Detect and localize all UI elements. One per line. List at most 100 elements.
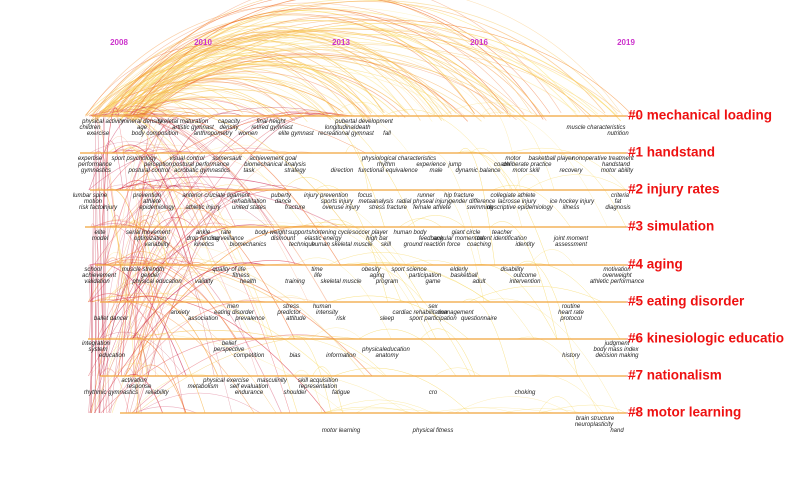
keyword-label: assessment <box>555 242 587 248</box>
keyword-label: model <box>92 236 109 242</box>
keyword-label: mineral density <box>122 119 163 125</box>
citation-arc <box>90 223 107 414</box>
citation-link <box>97 115 102 303</box>
citation-link <box>96 338 101 377</box>
citation-arc <box>129 17 538 116</box>
keyword-label: basketball player <box>528 156 574 162</box>
year-label-2013: 2013 <box>332 38 350 47</box>
keyword-label: nonoperative treatment <box>572 156 634 162</box>
keyword-label: risk <box>336 316 346 322</box>
keyword-label: body composition <box>132 131 179 137</box>
citation-arc <box>299 222 437 340</box>
citation-arc <box>285 335 387 377</box>
citation-arc <box>328 252 434 266</box>
citation-arc <box>283 188 407 266</box>
citation-arc <box>351 262 491 303</box>
keyword-label: activation <box>121 378 147 384</box>
citation-arc <box>101 107 120 228</box>
keyword-label: fitness <box>232 273 249 279</box>
citation-arc <box>114 61 410 116</box>
keyword-label: overuse injury <box>322 205 360 211</box>
keyword-label: human skeletal muscle <box>311 242 373 248</box>
keyword-label: obesity <box>361 267 381 273</box>
citation-arc <box>136 67 450 116</box>
citation-arc <box>125 112 353 191</box>
keyword-label: masculinity <box>257 378 288 384</box>
keyword-label: puberty <box>270 193 292 199</box>
keyword-label: muscle characteristics <box>566 125 625 131</box>
citation-arc <box>128 77 318 115</box>
citation-arc <box>287 335 332 414</box>
keyword-label: dance <box>275 199 292 205</box>
cluster-label-8[interactable]: #8 motor learning <box>628 405 741 420</box>
keyword-label: physical exercise <box>202 378 249 384</box>
citation-arc <box>280 108 308 117</box>
keyword-label: motor skill <box>512 168 540 174</box>
citation-arc <box>325 399 433 414</box>
keyword-label: skill <box>381 242 392 248</box>
citation-arc <box>428 407 554 414</box>
keyword-label: surveillance <box>212 236 244 242</box>
keyword-label: coaching <box>467 242 492 248</box>
citation-arc <box>93 108 208 228</box>
keyword-label: sport participation <box>409 316 457 322</box>
citation-arc <box>143 29 444 117</box>
keyword-label: aging <box>370 273 385 279</box>
keyword-label: strategy <box>284 168 306 174</box>
cluster-label-4[interactable]: #4 aging <box>628 257 683 272</box>
keyword-label: criteria <box>611 193 630 199</box>
citation-arc <box>109 95 189 116</box>
cluster-label-1[interactable]: #1 handstand <box>628 145 715 160</box>
citation-arc <box>127 220 160 303</box>
citation-arc <box>90 223 282 414</box>
citation-arc <box>90 299 255 414</box>
keyword-label: task <box>243 168 255 174</box>
keyword-label: protocol <box>559 316 582 322</box>
citation-arc <box>99 224 271 340</box>
citation-arc <box>130 215 179 266</box>
keyword-label: sport science <box>391 267 427 273</box>
keyword-label: history <box>562 353 581 359</box>
cluster-label-0[interactable]: #0 mechanical loading <box>628 108 772 123</box>
cluster-label-7[interactable]: #7 nationalism <box>628 368 722 383</box>
citation-arc <box>134 183 148 266</box>
keyword-label: women <box>238 131 258 137</box>
keyword-label: achievement goal <box>249 156 297 162</box>
citation-arc <box>514 173 544 191</box>
citation-arc <box>110 53 339 118</box>
citation-arc <box>134 207 235 228</box>
citation-arc <box>139 14 547 121</box>
keyword-label: elite <box>94 230 106 236</box>
citation-arc <box>91 25 421 121</box>
keyword-label: dismount <box>271 236 296 242</box>
keyword-label: gender <box>141 273 161 279</box>
citation-arc <box>127 295 219 377</box>
keyword-label: management <box>438 310 473 316</box>
keyword-label: intervention <box>509 279 541 285</box>
keyword-label: association <box>188 316 219 322</box>
citation-arc <box>274 295 307 303</box>
cluster-label-2[interactable]: #2 injury rates <box>628 182 720 197</box>
keyword-label: injury <box>103 205 118 211</box>
keyword-label: self evaluation <box>230 384 269 390</box>
citation-arc <box>455 396 570 414</box>
keyword-label: dynamic balance <box>455 168 501 174</box>
citation-arc <box>459 147 496 266</box>
keyword-label: validity <box>195 279 214 285</box>
keyword-label: validation <box>84 279 110 285</box>
citation-arc <box>133 150 294 228</box>
keyword-label: teacher <box>492 230 513 236</box>
citation-arc <box>403 259 535 340</box>
citation-arc <box>132 96 296 122</box>
cluster-label-5[interactable]: #5 eating disorder <box>628 294 745 309</box>
citation-link <box>103 152 106 266</box>
keyword-label: skill acquisition <box>298 378 339 384</box>
keyword-label: game <box>425 279 441 285</box>
cluster-label-3[interactable]: #3 simulation <box>628 219 714 234</box>
keyword-label: fall <box>383 131 391 137</box>
keyword-label: lumbar spine <box>73 193 108 199</box>
keyword-label: retired gymnast <box>251 125 293 131</box>
cluster-label-6[interactable]: #6 kinesiologic educatio <box>628 331 784 346</box>
keyword-label: response <box>127 384 152 390</box>
keyword-label: artistic gymnast <box>172 125 214 131</box>
